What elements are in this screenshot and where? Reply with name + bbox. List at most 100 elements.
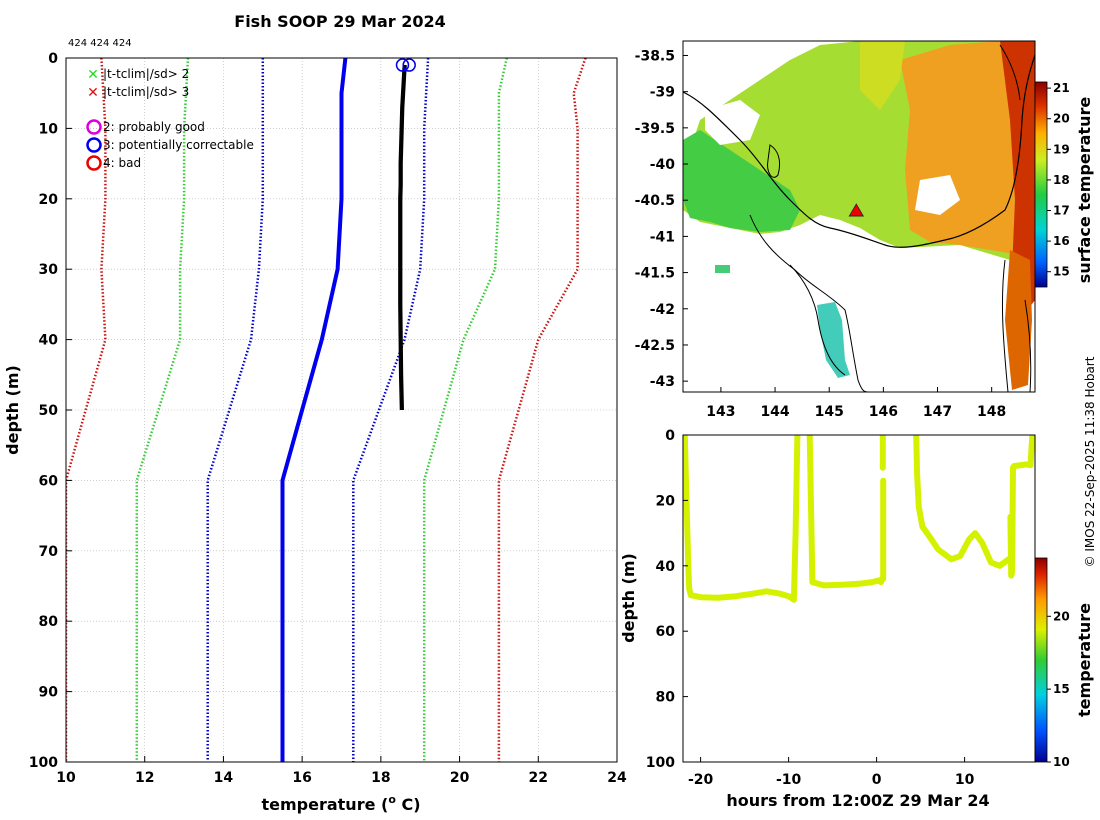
map-cloud-1 <box>705 100 760 145</box>
map-x-tick-label: 144 <box>760 404 789 420</box>
profile-y-axis-label: depth (m) <box>3 365 22 455</box>
map-y-tick-label: -40.5 <box>635 193 675 209</box>
map-colorbar-tick-label: 18 <box>1053 173 1070 187</box>
legend-circle-red-icon <box>86 155 102 171</box>
profile-y-tick-label: 60 <box>39 473 59 489</box>
profile-series-mean-3-sd <box>497 58 587 762</box>
time-plot-area <box>683 435 1035 762</box>
legend-x-green-icon: ✕ <box>87 67 99 83</box>
legend-qc-good: 2: probably good <box>103 120 205 134</box>
profile-qc-markers <box>395 58 416 72</box>
profile-y-tick-label: 100 <box>29 755 58 771</box>
map-coastline-tasmania <box>789 259 1009 392</box>
profile-y-tick-label: 80 <box>39 614 59 630</box>
time-x-tick-label: -20 <box>688 772 714 788</box>
profile-legend: ✕ |t-tclim|/sd> 2 ✕ |t-tclim|/sd> 3 2: p… <box>86 67 254 171</box>
map-colorbar-tick-label: 15 <box>1053 265 1070 279</box>
profile-x-axis-label-sup: o <box>388 793 396 806</box>
profile-x-tick-label: 16 <box>292 770 311 786</box>
time-series <box>683 435 1035 603</box>
map-y-tick-label: -39.5 <box>635 121 675 137</box>
profile-series-mean-3-sd <box>66 58 107 762</box>
profile-panel: 10 12 14 16 18 20 22 24 0 10 20 30 40 50 60 70 80 90 100 ✕… <box>3 51 627 814</box>
profile-x-axis-label-main: temperature ( <box>261 795 388 814</box>
map-colorbar-tick-label: 19 <box>1053 142 1070 156</box>
time-y-tick-label: 80 <box>656 690 676 706</box>
map-x-tick-label: 148 <box>977 404 1006 420</box>
profile-x-axis-label: temperature (o C) <box>261 793 420 814</box>
profile-y-tick-label: 30 <box>39 262 59 278</box>
time-y-tick-label: 20 <box>656 493 676 509</box>
imos-credit: © IMOS 22-Sep-2025 11:38 Hobart <box>1083 356 1097 567</box>
map-ticks: 143 144 145 146 147 148 -38.5 -39 -39.5 -40 -40.5 -… <box>635 48 1007 420</box>
time-series-segment-2 <box>806 435 885 589</box>
map-x-tick-label: 146 <box>869 404 898 420</box>
temp-colorbar-tick-label: 20 <box>1053 609 1070 623</box>
legend-qc-bad: 4: bad <box>103 156 141 170</box>
profile-x-tick-label: 14 <box>214 770 234 786</box>
map-coastline-victoria <box>683 54 1035 248</box>
map-x-tick-label: 143 <box>706 404 735 420</box>
profile-y-tick-label: 50 <box>39 403 59 419</box>
map-sst-north <box>860 41 905 110</box>
map-y-tick-label: -40 <box>650 157 676 173</box>
map-y-tick-label: -43 <box>650 374 675 390</box>
profile-y-tick-label: 90 <box>39 685 59 701</box>
profile-series <box>66 58 587 762</box>
map-colorbar <box>1034 81 1048 288</box>
map-y-tick-label: -41.5 <box>635 266 675 282</box>
temp-colorbar-tick-label: 15 <box>1053 682 1070 696</box>
map-cloud-2 <box>915 175 960 215</box>
map-station-marker-icon <box>848 203 864 217</box>
profile-id-label: 424 424 424 <box>68 38 132 49</box>
temp-colorbar-tick-label: 10 <box>1053 755 1070 769</box>
map-colorbar-tick-label: 20 <box>1053 112 1070 126</box>
time-x-axis-label: hours from 12:00Z 29 Mar 24 <box>726 791 989 810</box>
map-x-tick-label: 147 <box>923 404 952 420</box>
profile-y-tick-label: 10 <box>39 121 59 137</box>
map-sst-speck <box>715 265 730 273</box>
profile-series-climatology-mean <box>280 58 348 762</box>
temp-colorbar-label: temperature <box>1075 603 1094 717</box>
map-y-tick-label: -41 <box>650 229 675 245</box>
profile-series-profile-424-shadow <box>398 64 405 411</box>
map-colorbar-tick-label: 17 <box>1053 204 1070 218</box>
temp-colorbar <box>1034 557 1048 763</box>
profile-ticks: 10 12 14 16 18 20 22 24 0 10 20 30 40 50 60 70 80 90 100 <box>29 51 627 786</box>
map-coastline-island <box>767 144 781 178</box>
map-y-tick-label: -38.5 <box>635 48 675 64</box>
time-y-tick-label: 100 <box>646 755 675 771</box>
map-colorbar-tick-label: 21 <box>1053 81 1070 95</box>
time-y-tick-label: 40 <box>656 559 676 575</box>
map-sst-coastal <box>1005 250 1032 390</box>
profile-x-tick-label: 20 <box>450 770 470 786</box>
profile-qc-marker-correctable <box>395 58 410 72</box>
map-y-tick-label: -39 <box>650 85 675 101</box>
legend-flag-2sd: |t-tclim|/sd> 2 <box>103 67 189 81</box>
profile-qc-marker-correctable <box>402 58 416 72</box>
map-y-tick-label: -42 <box>650 302 675 318</box>
temp-colorbar-ticks: 10 15 20 <box>1047 609 1070 769</box>
map-colorbar-tick-label: 16 <box>1053 234 1070 248</box>
profile-x-tick-label: 10 <box>56 770 76 786</box>
legend-circle-magenta-icon <box>86 119 102 135</box>
map-panel: 143 144 145 146 147 148 -38.5 -39 -39.5 -40 -40.5 -… <box>635 40 1094 420</box>
profile-series-profile-424 <box>399 64 407 411</box>
legend-flag-3sd: |t-tclim|/sd> 3 <box>103 85 189 99</box>
time-series-segment-1 <box>683 435 801 603</box>
map-sst-warm-core <box>1000 41 1035 320</box>
map-sst-west <box>683 130 800 232</box>
profile-series-mean-1-sd <box>352 58 430 762</box>
chart-title: Fish SOOP 29 Mar 2024 <box>234 12 445 31</box>
time-x-tick-label: 10 <box>955 772 975 788</box>
time-series-segment-6 <box>1007 435 1035 579</box>
map-colorbar-ticks: 15 16 17 18 19 20 21 <box>1047 81 1070 279</box>
map-field <box>683 41 1035 392</box>
profile-series-mean-2-sd <box>135 58 190 762</box>
profile-series-mean-1-sd <box>206 58 265 762</box>
profile-y-tick-label: 0 <box>48 51 58 67</box>
time-series-segment-5 <box>913 435 1012 569</box>
map-colorbar-label: surface temperature <box>1075 97 1094 284</box>
time-x-tick-label: 0 <box>872 772 882 788</box>
